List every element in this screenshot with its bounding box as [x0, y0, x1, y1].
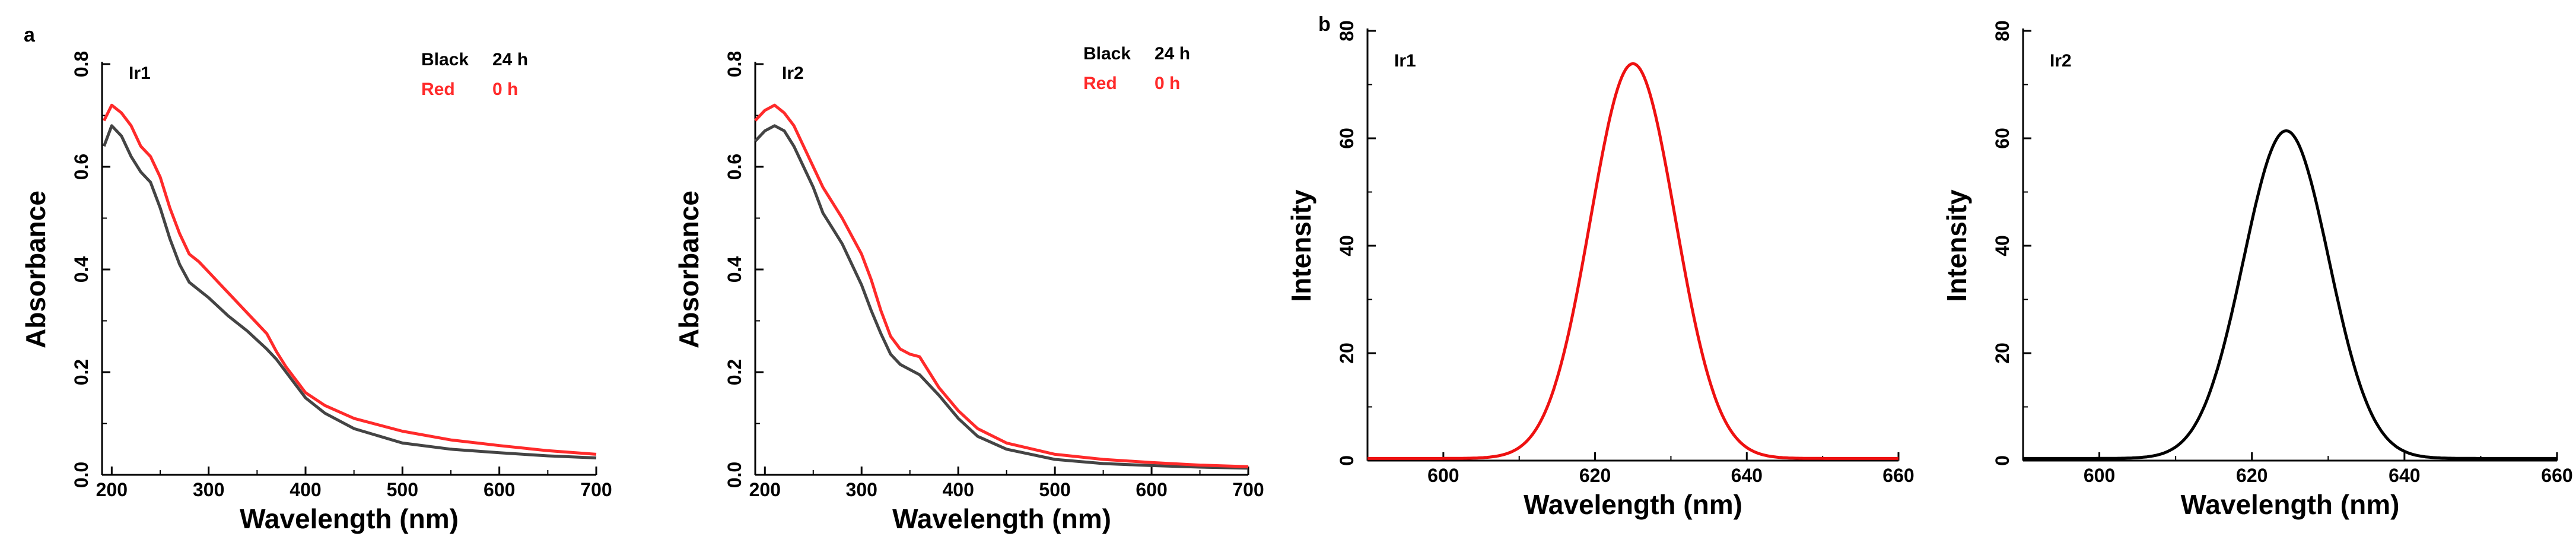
- x-tick-label: 200: [749, 479, 781, 500]
- legend-label: Black: [1083, 44, 1131, 64]
- x-tick-label: 400: [290, 479, 321, 500]
- y-tick-label: 60: [1992, 128, 2013, 149]
- y-axis-title: Intensity: [1941, 189, 1972, 302]
- y-tick-label: 80: [1336, 20, 1357, 42]
- x-axis-title: Wavelength (nm): [240, 503, 459, 534]
- x-tick-label: 700: [580, 479, 612, 500]
- x-tick-label: 300: [193, 479, 224, 500]
- chart-b-ir2: 600 620 640 660 0 20 40 60 80 Wavelength (nm) Inte…: [1941, 20, 2573, 520]
- y-tick-label: 60: [1336, 128, 1357, 149]
- y-tick-label: 20: [1992, 342, 2013, 364]
- x-tick-label: 660: [2541, 465, 2572, 486]
- y-tick-label: 0.8: [71, 51, 92, 77]
- legend-time: 0 h: [1155, 74, 1180, 93]
- series-line-b-ir2: [2023, 129, 2557, 460]
- x-tick-label: 500: [1039, 479, 1070, 500]
- legend-time: 24 h: [492, 50, 528, 69]
- x-tick-label: 600: [2084, 465, 2115, 486]
- x-tick-label: 620: [1579, 465, 1611, 486]
- y-tick-label: 40: [1336, 235, 1357, 256]
- x-tick-label: 660: [1882, 465, 1914, 486]
- x-tick-label: 300: [846, 479, 877, 500]
- chart-a-ir2: 200 300 400 500 600 700 0.0 0.2 0.4 0.6 0.8 Wavelen…: [673, 44, 1264, 534]
- y-axis-title: Intensity: [1286, 189, 1316, 302]
- legend-label: Black: [421, 50, 469, 69]
- y-tick-label: 0.6: [71, 154, 92, 180]
- x-tick-label: 700: [1232, 479, 1264, 500]
- plot-label: Ir1: [129, 64, 151, 83]
- panel-a-label: a: [24, 24, 35, 46]
- plot-label: Ir1: [1394, 51, 1416, 71]
- x-tick-label: 400: [942, 479, 974, 500]
- x-tick-label: 500: [387, 479, 418, 500]
- y-tick-label: 80: [1992, 20, 2013, 42]
- y-tick-label: 0.6: [724, 154, 745, 180]
- y-tick-label: 20: [1336, 342, 1357, 364]
- legend-time: 24 h: [1155, 44, 1190, 64]
- series-line-red: [754, 103, 1249, 468]
- y-tick-label: 40: [1992, 235, 2013, 256]
- x-tick-label: 200: [96, 479, 128, 500]
- x-axis-title: Wavelength (nm): [1524, 489, 1742, 520]
- plot-label: Ir2: [782, 64, 804, 83]
- series-line-black: [754, 124, 1249, 470]
- y-tick-label: 0.0: [724, 462, 745, 488]
- panel-b-label: b: [1318, 13, 1331, 36]
- chart-a-ir1: 200 300 400 500 600 700 0.0 0.2 0.4 0.6 0.8 Wavelen…: [20, 50, 612, 534]
- y-tick-label: 0: [1992, 455, 2013, 466]
- series-line-red: [103, 103, 597, 456]
- plot-label: Ir2: [2050, 51, 2072, 71]
- y-tick-label: 0.4: [724, 256, 745, 283]
- x-tick-label: 600: [1427, 465, 1459, 486]
- y-tick-label: 0: [1336, 455, 1357, 466]
- x-tick-label: 600: [1136, 479, 1167, 500]
- series-line-black: [102, 124, 597, 459]
- x-tick-label: 620: [2236, 465, 2267, 486]
- x-tick-label: 600: [484, 479, 515, 500]
- x-tick-label: 640: [2389, 465, 2420, 486]
- y-axis-title: Absorbance: [673, 191, 704, 348]
- chart-b-ir1: 600 620 640 660 0 20 40 60 80 Wavelength (nm) Inte…: [1286, 20, 1914, 520]
- series-line-b-ir1: [1367, 62, 1898, 460]
- y-tick-label: 0.4: [71, 256, 92, 283]
- x-axis-title: Wavelength (nm): [2181, 489, 2400, 520]
- legend-time: 0 h: [492, 80, 518, 99]
- y-tick-label: 0.8: [724, 51, 745, 77]
- y-tick-label: 0.0: [71, 462, 92, 488]
- y-tick-label: 0.2: [724, 359, 745, 385]
- x-axis-title: Wavelength (nm): [892, 503, 1111, 534]
- legend-label: Red: [421, 80, 455, 99]
- y-tick-label: 0.2: [71, 359, 92, 385]
- legend-label: Red: [1083, 74, 1117, 93]
- x-tick-label: 640: [1731, 465, 1763, 486]
- y-axis-title: Absorbance: [20, 191, 51, 348]
